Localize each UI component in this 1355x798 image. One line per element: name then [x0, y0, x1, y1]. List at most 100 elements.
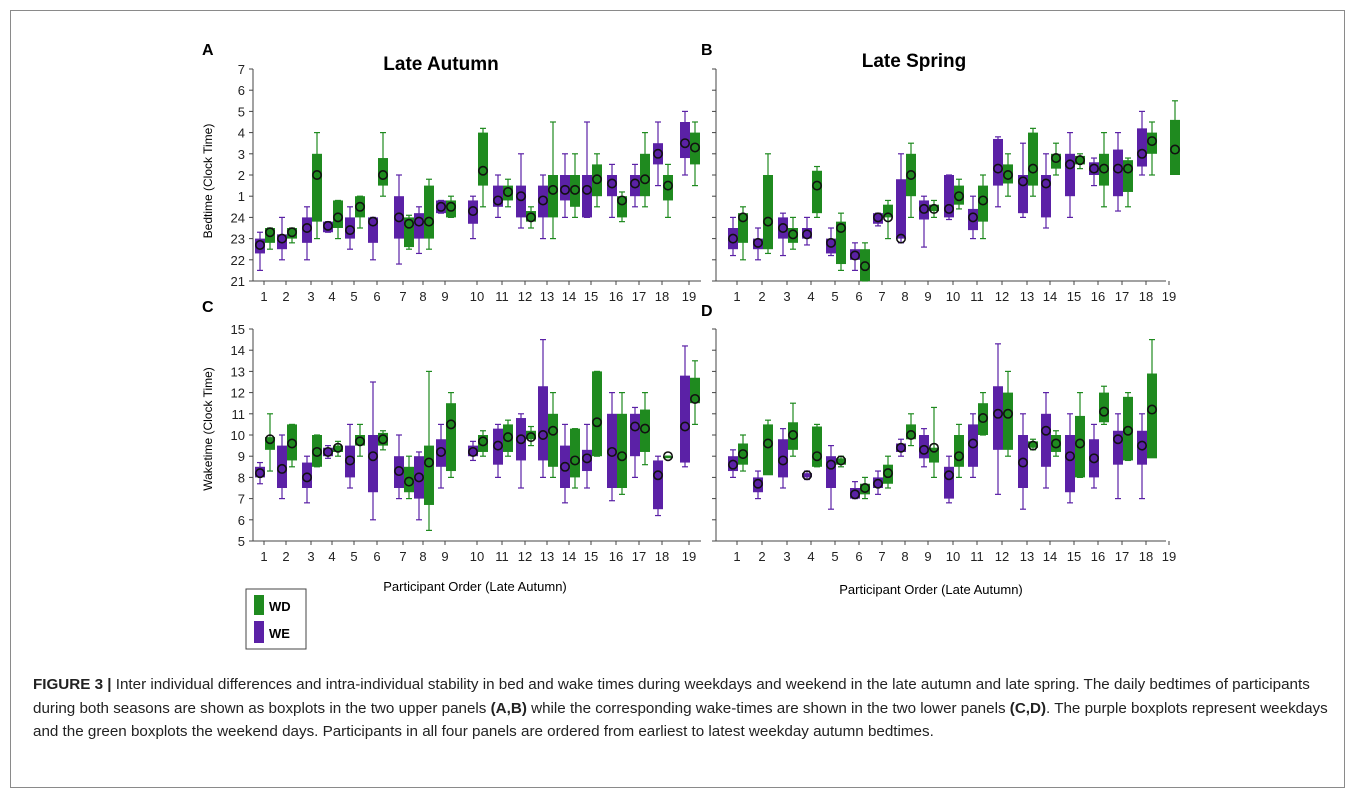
median-marker: [515, 191, 526, 202]
median-marker: [616, 451, 627, 462]
median-marker: [918, 444, 929, 455]
median-marker: [1002, 170, 1013, 181]
weekend-box: [993, 138, 1003, 186]
median-marker: [1051, 153, 1062, 164]
weekday-box: [788, 422, 798, 450]
weekend-box: [394, 196, 404, 239]
median-marker: [367, 451, 378, 462]
weekday-box: [287, 424, 297, 461]
weekend-box: [368, 217, 378, 243]
median-marker: [679, 138, 690, 149]
x-tick-label: 19: [1162, 549, 1176, 564]
median-marker: [992, 408, 1003, 419]
x-tick-label: 6: [855, 289, 862, 304]
median-marker: [1017, 176, 1028, 187]
weekend-box: [919, 435, 929, 459]
weekday-box: [836, 458, 846, 465]
x-tick-label: 13: [1020, 289, 1034, 304]
median-marker: [377, 170, 388, 181]
y-tick-label: 1: [238, 189, 245, 204]
weekday-box: [1099, 153, 1109, 186]
weekend-box: [436, 439, 446, 467]
y-tick-label: 7: [238, 62, 245, 77]
median-marker: [525, 432, 536, 443]
panel-c-ylabel: Waketime (Clock Time): [201, 367, 215, 491]
median-marker: [928, 442, 939, 453]
median-marker: [1170, 144, 1181, 155]
weekday-box: [883, 464, 893, 484]
median-marker: [895, 233, 906, 244]
weekday-box: [478, 132, 488, 186]
median-marker: [662, 180, 673, 191]
x-tick-label: 8: [419, 549, 426, 564]
x-tick-label: 4: [807, 289, 814, 304]
median-marker: [1027, 440, 1038, 451]
weekday-box: [592, 371, 602, 457]
median-marker: [354, 201, 365, 212]
legend-label-we: WE: [269, 626, 290, 641]
x-tick-label: 15: [1067, 289, 1081, 304]
median-marker: [344, 455, 355, 466]
x-tick-label: 16: [1091, 289, 1105, 304]
x-tick-label: 14: [1043, 549, 1057, 564]
median-marker: [537, 195, 548, 206]
x-tick-label: 18: [655, 289, 669, 304]
median-marker: [943, 470, 954, 481]
median-marker: [393, 466, 404, 477]
y-tick-label: 13: [231, 364, 245, 379]
median-marker: [752, 237, 763, 248]
median-marker: [1099, 406, 1110, 417]
x-tick-label: 7: [878, 549, 885, 564]
weekend-box: [778, 217, 788, 239]
median-marker: [629, 178, 640, 189]
weekend-box: [345, 445, 355, 478]
x-tick-label: 18: [655, 549, 669, 564]
x-tick-label: 4: [807, 549, 814, 564]
median-marker: [943, 203, 954, 214]
median-marker: [525, 212, 536, 223]
median-marker: [825, 459, 836, 470]
weekend-box: [468, 445, 478, 457]
y-tick-label: 5: [238, 104, 245, 119]
median-marker: [515, 434, 526, 445]
median-marker: [1113, 163, 1124, 174]
median-marker: [311, 170, 322, 181]
y-tick-label: 23: [231, 232, 245, 247]
weekday-box: [690, 377, 700, 404]
weekday-box: [1051, 153, 1061, 169]
median-marker: [606, 178, 617, 189]
x-tick-label: 5: [350, 289, 357, 304]
weekend-box: [944, 175, 954, 218]
weekend-box: [873, 477, 883, 488]
x-tick-label: 2: [282, 549, 289, 564]
x-tick-label: 5: [350, 549, 357, 564]
x-tick-label: 16: [1091, 549, 1105, 564]
median-marker: [569, 455, 580, 466]
median-marker: [1065, 451, 1076, 462]
panel-a-letter: A: [202, 42, 214, 59]
x-tick-label: 11: [970, 549, 984, 564]
legend-swatch-wd: [254, 595, 264, 615]
median-marker: [953, 191, 964, 202]
median-marker: [301, 472, 312, 483]
median-marker: [639, 423, 650, 434]
panel-b-title: Late Spring: [862, 51, 967, 72]
median-marker: [1027, 163, 1038, 174]
weekday-box: [478, 435, 488, 452]
x-tick-label: 1: [733, 549, 740, 564]
weekday-box: [929, 447, 939, 463]
weekday-box: [287, 228, 297, 239]
median-marker: [777, 223, 788, 234]
weekend-box: [1018, 435, 1028, 488]
panel-a-ylabel: Bedtime (Clock Time): [201, 124, 215, 239]
weekend-box: [630, 175, 640, 197]
weekend-box: [630, 413, 640, 457]
x-tick-label: 14: [1043, 289, 1057, 304]
caption-text-2: while the corresponding wake-times are s…: [526, 699, 1010, 717]
weekday-box: [929, 204, 939, 212]
median-marker: [639, 174, 650, 185]
median-marker: [801, 229, 812, 240]
weekend-box: [538, 185, 548, 218]
weekend-box: [850, 488, 860, 499]
